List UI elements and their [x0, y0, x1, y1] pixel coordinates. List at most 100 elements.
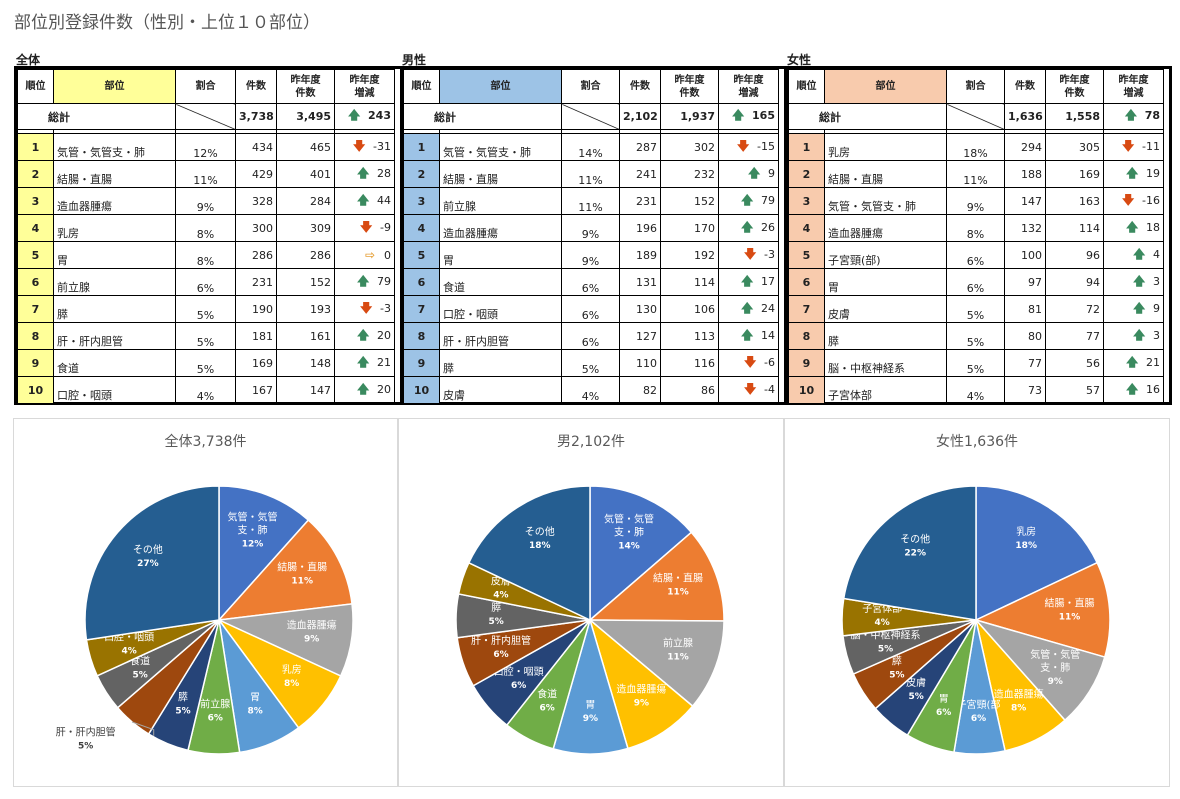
arrow-up-icon: 🡅: [1133, 327, 1146, 342]
slice-pct-label: 11%: [667, 588, 689, 598]
change-value: 4: [1153, 247, 1160, 261]
rank-cell: 7: [403, 295, 440, 323]
prev-count-cell: 232: [660, 160, 719, 188]
change-value: -3: [764, 247, 775, 261]
header-chg: 昨年度 増減: [1103, 69, 1164, 104]
count-cell: 190: [235, 295, 277, 323]
pct-cell: 11%: [175, 160, 236, 188]
change-cell: 🡅 3: [1103, 322, 1164, 350]
change-cell: 🡇 -16: [1103, 187, 1164, 215]
count-cell: 169: [235, 349, 277, 377]
pct-cell: 5%: [946, 349, 1005, 377]
table-row: 4 造血器腫瘍 8% 132 114 🡅 18: [788, 214, 1169, 242]
count-cell: 300: [235, 214, 277, 242]
prev-count-cell: 94: [1045, 268, 1104, 296]
arrow-down-icon: 🡇: [360, 219, 373, 234]
total-change: 🡅 78: [1103, 103, 1164, 130]
site-cell: 乳房: [53, 214, 176, 242]
change-cell: 🡅 20: [334, 322, 395, 350]
header-prev-text2: 件数: [679, 87, 700, 99]
site-cell: 結腸・直腸: [53, 160, 176, 188]
total-prev: 3,495: [276, 103, 335, 130]
pct-cell: 5%: [175, 349, 236, 377]
arrow-up-icon: 🡅: [1126, 219, 1139, 234]
total-row: 総計 1,636 1,558 🡅 78: [788, 103, 1169, 130]
arrow-up-icon: 🡅: [357, 327, 370, 342]
change-value: 79: [761, 193, 775, 207]
pct-cell: 4%: [175, 376, 236, 404]
table-row: 7 皮膚 5% 81 72 🡅 9: [788, 295, 1169, 323]
change-value: 3: [1153, 274, 1160, 288]
arrow-up-icon: 🡅: [741, 327, 754, 342]
slice-label: 口腔・咽頭: [494, 665, 544, 678]
change-cell: 🡅 16: [1103, 376, 1164, 404]
rank-cell: 9: [788, 349, 825, 377]
count-cell: 181: [235, 322, 277, 350]
header-count: 件数: [1004, 69, 1046, 104]
pie-chart-female: 女性1,636件 乳房 18% 結腸・直腸 11% 気管・気管 支・肺 9% 造血器腫瘍 8% 子…: [784, 418, 1170, 787]
total-label-text: 総計: [48, 110, 70, 124]
change-value: -9: [380, 220, 391, 234]
total-change-value: 78: [1144, 109, 1160, 122]
pct-cell: 6%: [946, 268, 1005, 296]
pct-cell: 12%: [175, 133, 236, 161]
change-cell: 🡅 21: [1103, 349, 1164, 377]
rank-cell: 10: [788, 376, 825, 404]
header-pct: 割合: [561, 69, 620, 104]
table-row: 6 食道 6% 131 114 🡅 17: [403, 268, 784, 296]
slice-label: 膵: [178, 692, 188, 704]
pie-slice: [218, 485, 310, 622]
change-cell: 🡅 26: [718, 214, 779, 242]
arrow-up-icon: 🡅: [357, 273, 370, 288]
prev-count-cell: 114: [660, 268, 719, 296]
change-value: 19: [1146, 166, 1160, 180]
slice-label: 造血器腫瘍: [616, 683, 666, 696]
count-cell: 73: [1004, 376, 1046, 404]
slice-pct-label: 11%: [291, 577, 313, 587]
slice-pct-label: 6%: [936, 708, 951, 718]
site-cell: 前立腺: [53, 268, 176, 296]
pct-cell: 11%: [561, 187, 620, 215]
pct-cell: 5%: [946, 322, 1005, 350]
rank-cell: 6: [17, 268, 54, 296]
slice-label: その他: [525, 525, 555, 538]
change-cell: 🡅 79: [718, 187, 779, 215]
table-male: 順位 部位 割合 件数 昨年度 件数 昨年度 増減 総計 2,102 1,937 🡅 165 1 気管・気管…: [400, 66, 787, 405]
table-row: 9 脳・中枢神経系 5% 77 56 🡅 21: [788, 349, 1169, 377]
table-row: 9 膵 5% 110 116 🡇 -6: [403, 349, 784, 377]
header-rank: 順位: [17, 69, 54, 104]
rank-cell: 10: [17, 376, 54, 404]
table-row: 4 乳房 8% 300 309 🡇 -9: [17, 214, 400, 242]
change-cell: 🡅 79: [334, 268, 395, 296]
pct-cell: 8%: [175, 214, 236, 242]
arrow-up-icon: 🡅: [1126, 354, 1139, 369]
header-chg: 昨年度 増減: [334, 69, 395, 104]
count-cell: 77: [1004, 349, 1046, 377]
header-chg-text: 昨年度: [733, 74, 764, 86]
prev-count-cell: 169: [1045, 160, 1104, 188]
change-value: -16: [1142, 193, 1160, 207]
change-cell: 🡇 -3: [334, 295, 395, 323]
pct-cell: 6%: [561, 322, 620, 350]
change-cell: 🡅 28: [334, 160, 395, 188]
count-cell: 100: [1004, 241, 1046, 269]
arrow-down-icon: 🡇: [744, 381, 757, 396]
header-count: 件数: [235, 69, 277, 104]
slice-pct-label: 9%: [634, 699, 649, 709]
table-row: 2 結腸・直腸 11% 429 401 🡅 28: [17, 160, 400, 188]
change-cell: 🡅 4: [1103, 241, 1164, 269]
header-prev: 昨年度 件数: [660, 69, 719, 104]
slice-pct-label: 8%: [284, 679, 299, 689]
header-pct-text: 割合: [195, 81, 216, 92]
slice-pct-label: 12%: [242, 539, 264, 549]
pie-svg: 気管・気管支・肺 14% 結腸・直腸 11% 前立腺 11% 造血器腫瘍 9% 胃 9% 食道 6% 口…: [455, 485, 725, 755]
slice-pct-label: 18%: [529, 541, 551, 551]
pie-slice: [587, 619, 725, 708]
change-value: 21: [377, 355, 391, 369]
pie-svg: 乳房 18% 結腸・直腸 11% 気管・気管支・肺 9% 造血器腫瘍 8% 子宮頸(部 6% 胃 6%…: [841, 485, 1111, 755]
rank-cell: 8: [788, 322, 825, 350]
slice-pct-label: 6%: [493, 650, 508, 660]
slice-label: 肝・肝内胆管: [471, 634, 531, 647]
pct-cell: 5%: [175, 322, 236, 350]
page-title: 部位別登録件数（性別・上位１０部位）: [14, 13, 320, 33]
